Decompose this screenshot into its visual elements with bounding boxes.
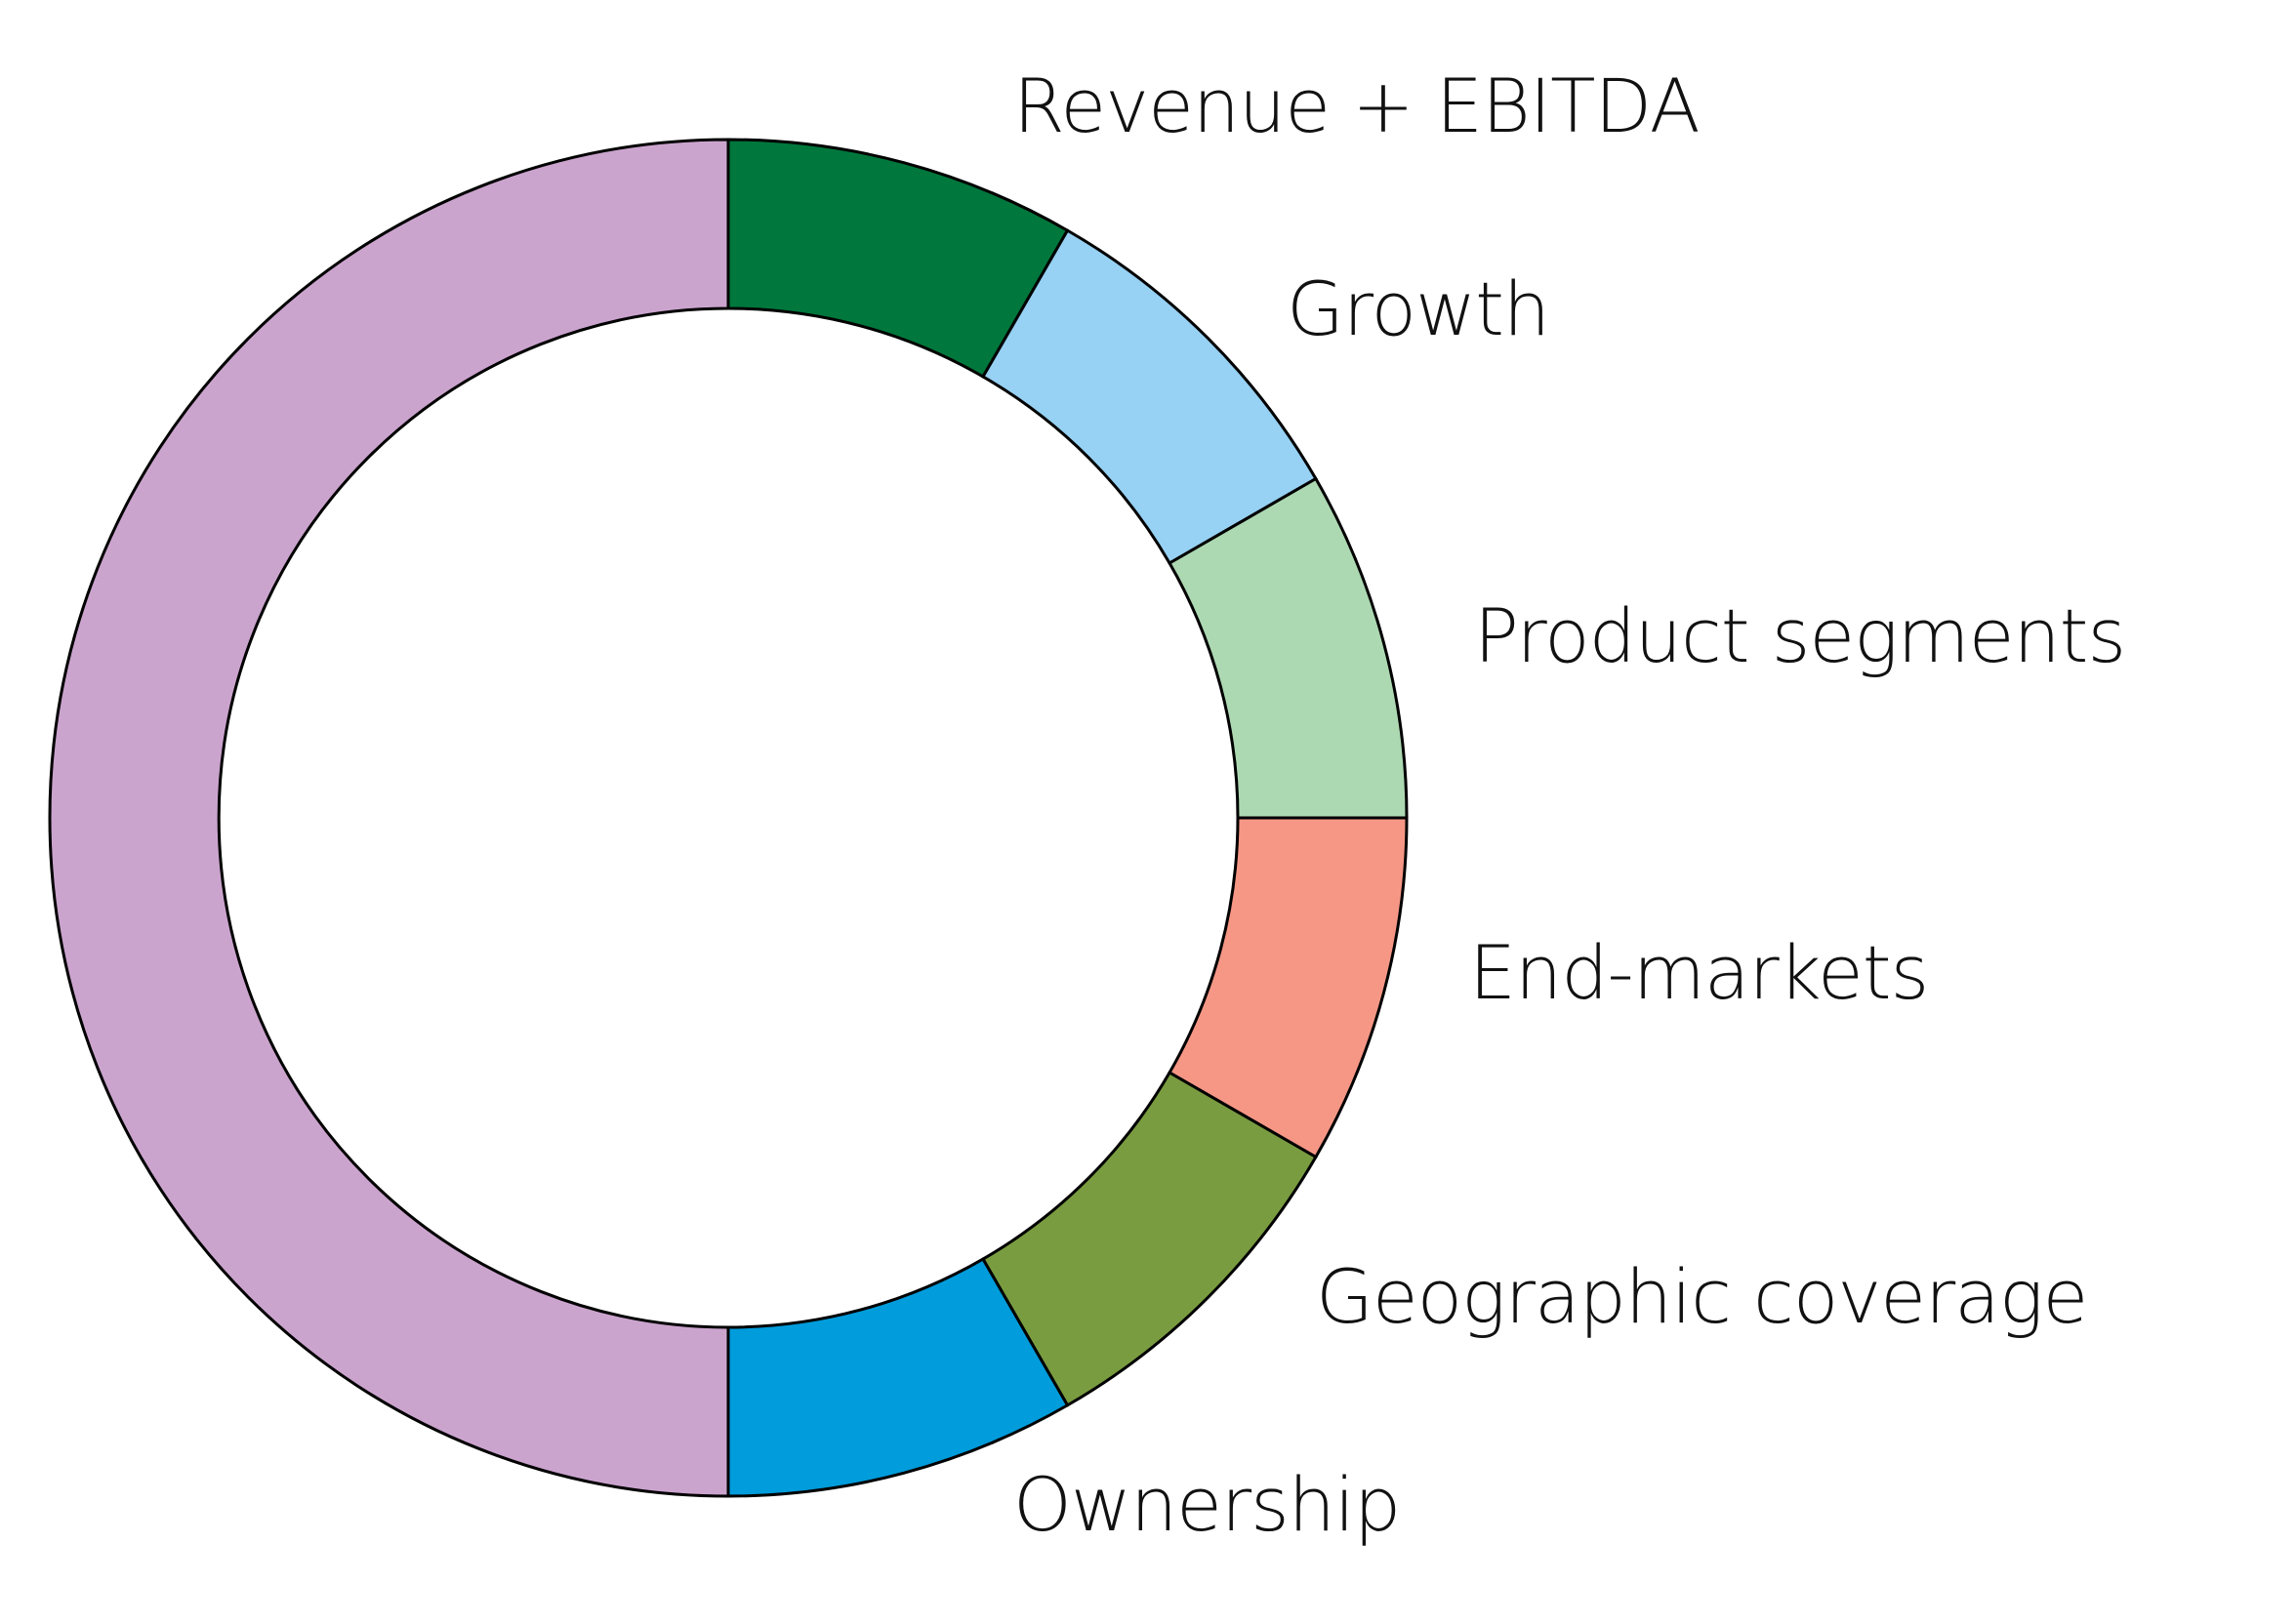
segment-label-product-segments: Product segments xyxy=(1474,592,2125,679)
segment-labels: Revenue + EBITDA Growth Product segments En… xyxy=(1013,62,2126,1548)
donut-segments xyxy=(48,138,1409,1498)
segment-label-geographic-coverage: Geographic coverage xyxy=(1316,1253,2087,1340)
segment-label-end-markets: End-markets xyxy=(1469,929,1928,1016)
donut-segment-unlabeled xyxy=(48,138,730,1498)
segment-label-ownership: Ownership xyxy=(1013,1461,1400,1548)
segment-label-revenue-ebitda: Revenue + EBITDA xyxy=(1013,62,1700,149)
segment-label-growth: Growth xyxy=(1287,265,1549,352)
